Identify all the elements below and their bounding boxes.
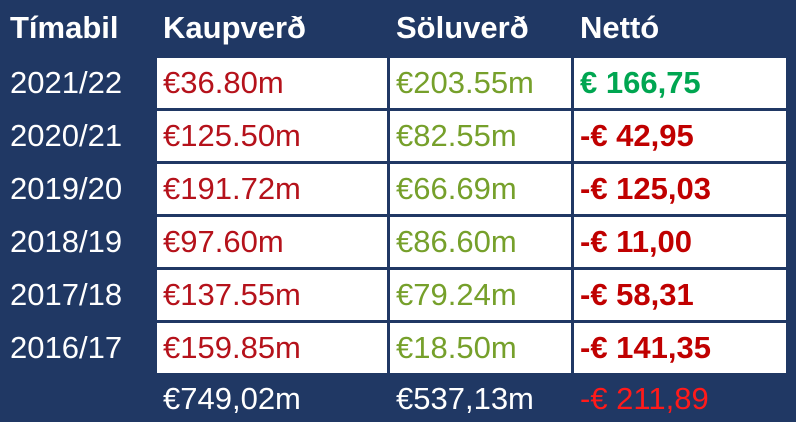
purchase-cell: €125.50m	[157, 111, 387, 161]
purchase-cell: €191.72m	[157, 164, 387, 214]
total-cell: €749,02m	[163, 381, 301, 416]
net-cell: -€ 125,03	[574, 164, 786, 214]
total-cell: -€ 211,89	[580, 381, 709, 416]
period-cell: 2021/22	[10, 65, 123, 100]
net-cell: -€ 11,00	[574, 217, 786, 267]
sale-cell: €18.50m	[390, 323, 571, 373]
purchase-cell: €36.80m	[157, 58, 387, 108]
header-cell: Nettó	[580, 9, 660, 45]
net-cell: -€ 58,31	[574, 270, 786, 320]
period-cell: 2020/21	[10, 118, 123, 153]
sale-cell: €82.55m	[390, 111, 571, 161]
sale-cell: €66.69m	[390, 164, 571, 214]
header-cell: Kaupverð	[163, 9, 306, 45]
period-cell: 2016/17	[10, 330, 123, 365]
purchase-cell: €97.60m	[157, 217, 387, 267]
total-label-cell	[4, 376, 154, 422]
net-cell: -€ 42,95	[574, 111, 786, 161]
net-cell: -€ 141,35	[574, 323, 786, 373]
period-cell: 2019/20	[10, 171, 123, 206]
period-cell: 2018/19	[10, 224, 123, 259]
header-cell: Söluverð	[396, 9, 529, 45]
purchase-cell: €137.55m	[157, 270, 387, 320]
sale-cell: €86.60m	[390, 217, 571, 267]
purchase-cell: €159.85m	[157, 323, 387, 373]
sale-cell: €203.55m	[390, 58, 571, 108]
total-cell: €537,13m	[396, 381, 534, 416]
sale-cell: €79.24m	[390, 270, 571, 320]
net-cell: € 166,75	[574, 58, 786, 108]
period-cell: 2017/18	[10, 277, 123, 312]
header-cell: Tímabil	[10, 9, 119, 45]
